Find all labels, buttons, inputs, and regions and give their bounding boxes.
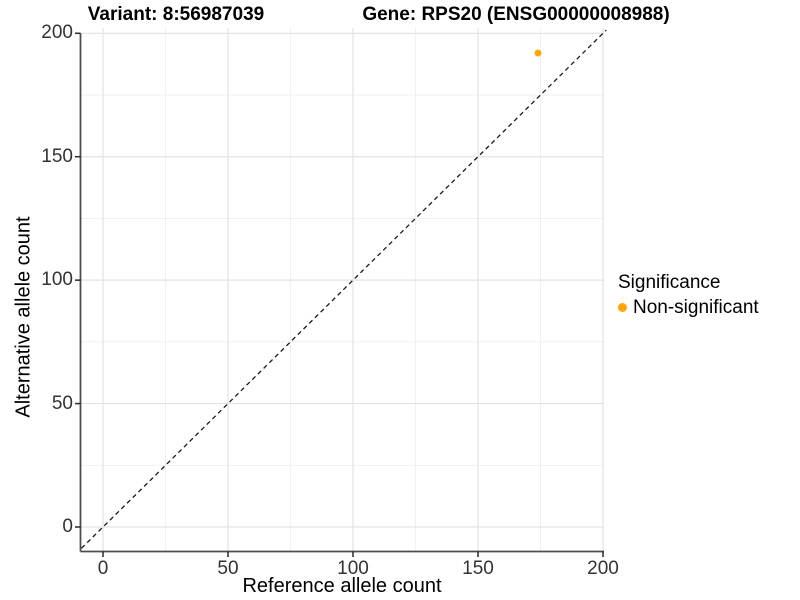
data-point [534,49,542,57]
y-axis-title: Alternative allele count [12,216,35,418]
x-tick-label: 50 [217,558,239,579]
plot-title-variant: Variant: 8:56987039 [87,4,265,25]
y-tick-label: 0 [62,516,73,537]
y-tick-label: 150 [41,145,73,167]
legend-item-label: Non-significant [633,296,759,318]
y-tick-label: 200 [41,22,73,44]
y-tick-label: 50 [51,392,73,414]
x-tick-label: 150 [462,558,494,579]
x-tick-label: 200 [587,558,619,579]
x-tick-label: 0 [97,558,109,579]
identity-dashed-line [81,29,607,549]
plot-title-gene: Gene: RPS20 (ENSG00000008988) [362,4,670,25]
legend-title: Significance [618,272,721,293]
legend: Significance Non-significant [618,272,759,318]
x-axis-title: Reference allele count [242,575,442,597]
x-tick-label: 100 [337,558,369,579]
legend-point-icon [618,303,627,312]
legend-item-non-significant: Non-significant [618,297,759,318]
y-tick-label: 100 [41,269,73,291]
